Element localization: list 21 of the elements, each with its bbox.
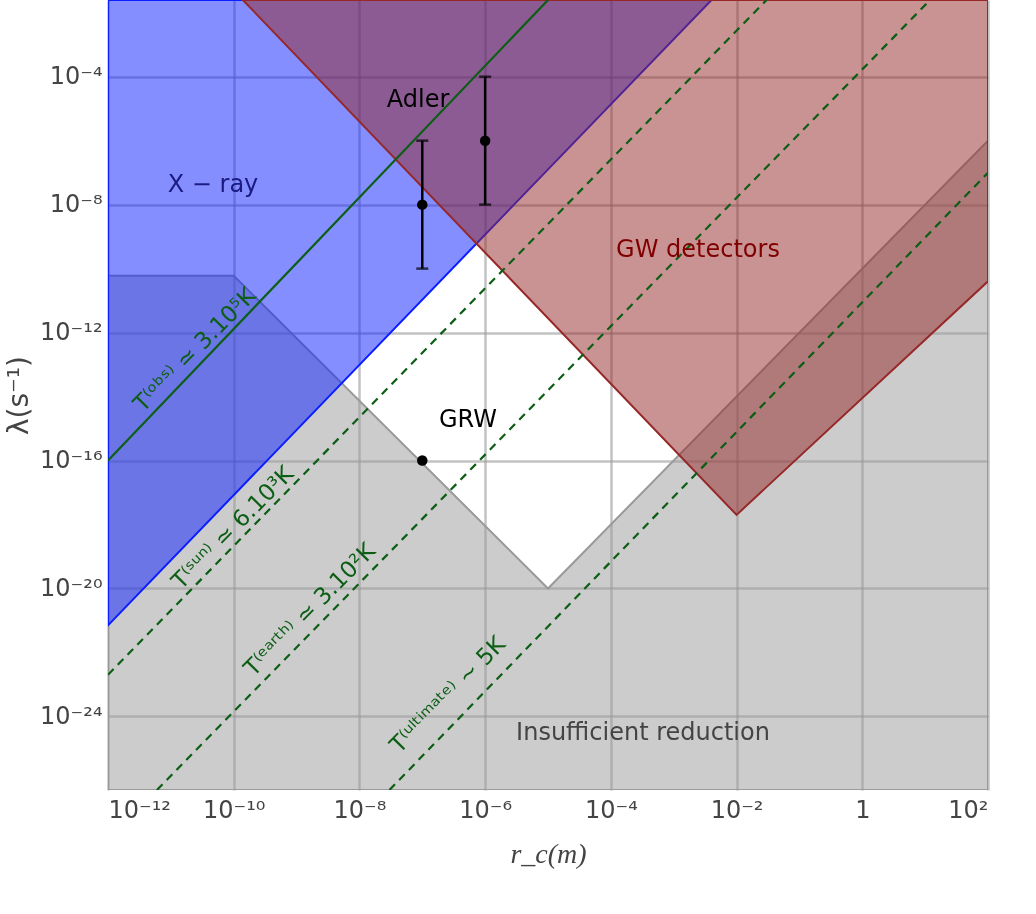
y-tick-label: 10⁻¹² (40, 318, 103, 347)
x-tick-label: 10⁻⁶ (459, 795, 513, 824)
x-tick-label: 10⁻² (710, 795, 764, 824)
y-tick-label: 10⁻²⁰ (40, 573, 103, 602)
y-tick-label: 10⁻¹⁶ (40, 446, 103, 475)
y-tick-label: 10⁻²⁴ (40, 701, 103, 730)
x-tick-label: 10⁻⁴ (584, 795, 638, 824)
y-tick-label: 10⁻⁴ (49, 62, 103, 91)
x-tick-label: 10² (948, 795, 989, 824)
annotation: Insufficient reduction (516, 718, 770, 746)
annotation: GRW (438, 405, 498, 433)
y-axis-title: λ(s⁻¹) (2, 355, 36, 436)
x-tick-label: 10⁻⁸ (333, 795, 387, 824)
x-tick-label: 10⁻¹² (108, 795, 171, 824)
x-tick-label: 10⁻¹⁰ (202, 795, 266, 824)
x-tick-label: 1 (855, 795, 871, 824)
annotation: Adler (386, 85, 450, 113)
y-tick-label: 10⁻⁸ (49, 190, 103, 219)
annotation: X − ray (167, 170, 259, 198)
x-axis-title: r_c(m) (510, 837, 587, 869)
annotation: GW detectors (616, 235, 780, 263)
